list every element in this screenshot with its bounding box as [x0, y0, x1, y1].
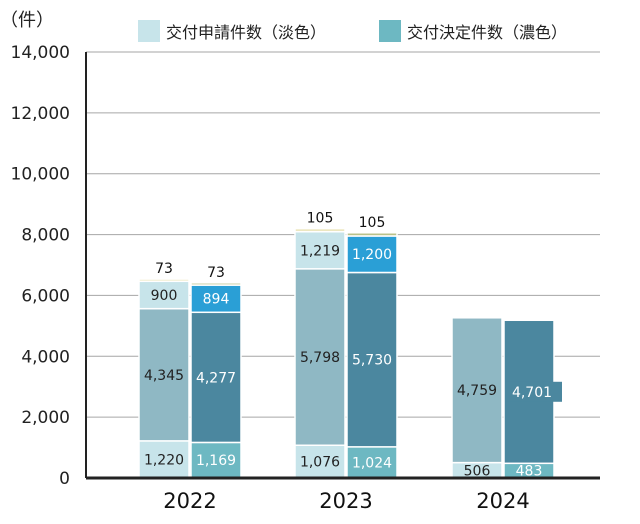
bar-segment [451, 317, 503, 464]
bar-segment-label: 894 [203, 292, 230, 308]
y-tick-label: 4,000 [21, 347, 70, 367]
bar-segment-label: 1,024 [352, 455, 392, 471]
bar-2024-application: 506 4,759 [451, 317, 503, 479]
bar-2022-decision: 1,169 4,277 894 73 [190, 265, 242, 479]
bar-segment [346, 271, 398, 448]
legend-label-decision: 交付決定件数（濃色） [407, 23, 567, 42]
x-category-label: 2024 [476, 489, 529, 513]
y-tick-label: 14,000 [11, 43, 70, 63]
bar-top-label: 73 [155, 261, 173, 277]
bar-segment [346, 232, 398, 237]
bar-segment [138, 280, 190, 310]
x-category-label: 2022 [163, 489, 216, 513]
bar-top-label: 105 [307, 211, 334, 227]
bar-segment [190, 284, 242, 314]
bar-segment-label: 1,219 [300, 243, 340, 259]
y-axis-unit-label: （件） [0, 10, 54, 31]
bar-segment-label: 4,345 [144, 368, 184, 384]
y-tick-label: 6,000 [21, 286, 70, 306]
bar-2022-application: 1,220 4,345 900 73 [138, 261, 190, 479]
legend-label-application: 交付申請件数（淡色） [166, 23, 326, 42]
y-tick-label: 10,000 [11, 165, 70, 185]
bar-segment-label: 4,759 [457, 383, 497, 399]
bar-segment-label: 4,277 [196, 370, 236, 386]
y-tick-label: 2,000 [21, 408, 70, 428]
bars: 1,220 4,345 900 73 1,169 4,277 894 73 1,076 5,798… [138, 211, 562, 480]
bar-top-label: 73 [207, 265, 225, 281]
bar-segment-label: 5,730 [352, 353, 392, 369]
bar-segment [294, 444, 346, 479]
bar-2023-application: 1,076 5,798 1,219 105 [294, 211, 346, 479]
axes [85, 52, 600, 480]
y-tick-label: 0 [59, 469, 70, 489]
legend: 交付申請件数（淡色） 交付決定件数（濃色） [138, 20, 567, 42]
bar-segment-label: 900 [151, 288, 178, 304]
y-tick-label: 8,000 [21, 226, 70, 246]
bar-segment-label: 506 [464, 463, 491, 479]
x-category-label: 2023 [319, 489, 372, 513]
bar-segment [138, 278, 190, 283]
bar-segment [346, 446, 398, 479]
bar-segment-label: 5,798 [300, 350, 340, 366]
data-label-background [506, 381, 562, 402]
bar-segment-label: 1,200 [352, 247, 392, 263]
bar-segment-label: 4,701 [512, 385, 552, 401]
bar-segment [190, 282, 242, 286]
bar-2023-decision: 1,024 5,730 1,200 105 [346, 215, 398, 479]
bar-2024-decision: 483 4,701 [503, 319, 562, 480]
y-axis-tick-labels: 0 2,000 4,000 6,000 8,000 10,000 12,000 14,000 [11, 43, 70, 489]
legend-swatch-decision [379, 20, 401, 42]
bar-segment-label: 1,169 [196, 453, 236, 469]
bar-segment [138, 307, 190, 442]
bar-segment-label: 483 [516, 464, 543, 480]
bar-segment-label: 1,076 [300, 455, 340, 471]
bar-segment [294, 227, 346, 233]
bar-top-label: 105 [359, 215, 386, 231]
x-axis-category-labels: 2022 2023 2024 [163, 489, 529, 513]
bar-segment-label: 1,220 [144, 452, 184, 468]
bar-segment [346, 235, 398, 274]
bar-segment [294, 230, 346, 270]
y-tick-label: 12,000 [11, 104, 70, 124]
bar-segment [190, 311, 242, 444]
legend-swatch-application [138, 20, 160, 42]
bar-segment [294, 268, 346, 447]
